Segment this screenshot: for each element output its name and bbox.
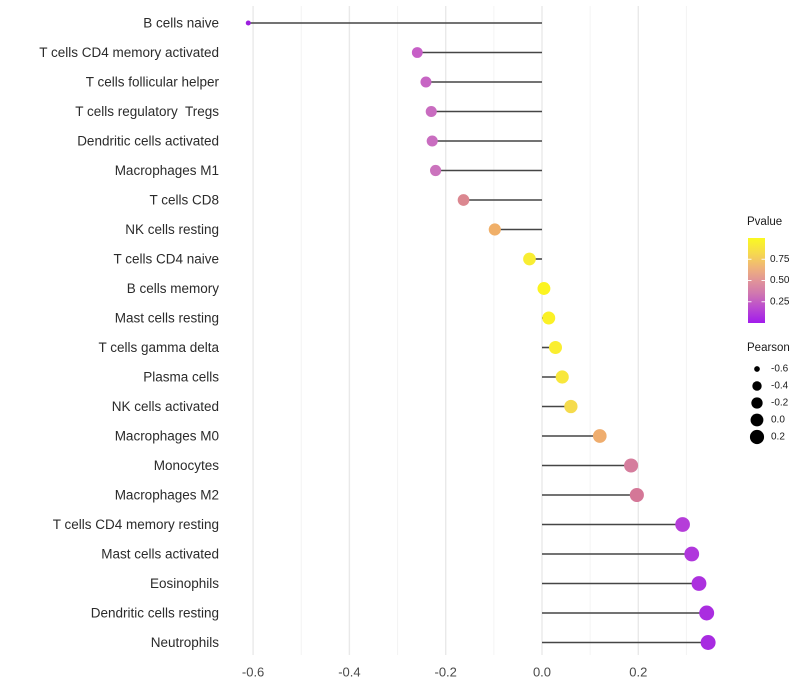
data-point bbox=[629, 487, 644, 503]
pearson-legend-dot bbox=[751, 397, 763, 409]
data-point bbox=[564, 399, 578, 414]
data-point bbox=[542, 311, 556, 325]
data-point bbox=[699, 605, 715, 621]
data-point bbox=[548, 340, 563, 355]
data-point bbox=[430, 164, 442, 177]
data-point bbox=[700, 635, 716, 650]
y-axis-label: Macrophages M2 bbox=[115, 488, 219, 503]
data-point bbox=[675, 517, 690, 532]
pvalue-colorbar bbox=[748, 238, 765, 323]
data-point bbox=[624, 458, 639, 473]
pearson-legend-label: -0.2 bbox=[771, 398, 789, 409]
x-axis-tick-label: -0.4 bbox=[338, 665, 360, 680]
y-axis-label: Mast cells activated bbox=[101, 547, 219, 562]
y-axis-label: Macrophages M0 bbox=[115, 429, 219, 444]
pearson-legend-title: Pearson bbox=[747, 342, 790, 354]
y-axis-label: Macrophages M1 bbox=[115, 163, 219, 178]
pvalue-tick-label: 0.50 bbox=[770, 275, 790, 286]
pearson-legend-label: -0.6 bbox=[771, 364, 789, 375]
y-axis-label: Mast cells resting bbox=[115, 311, 219, 326]
y-axis-label: NK cells activated bbox=[112, 399, 219, 414]
pearson-legend-label: 0.2 bbox=[771, 432, 785, 443]
pearson-legend-dot bbox=[749, 429, 765, 445]
y-axis-label: B cells memory bbox=[127, 281, 220, 296]
pvalue-tick-label: 0.75 bbox=[770, 254, 790, 265]
y-axis-label: T cells CD4 memory activated bbox=[39, 45, 219, 60]
data-point bbox=[555, 370, 569, 384]
data-point bbox=[592, 429, 607, 443]
data-point bbox=[684, 546, 700, 562]
pearson-legend-dot bbox=[754, 366, 760, 372]
pearson-legend-dot bbox=[750, 413, 764, 427]
y-axis-label: T cells CD4 memory resting bbox=[53, 517, 219, 532]
y-axis-label: T cells regulatory Tregs bbox=[75, 104, 219, 119]
y-axis-label: Neutrophils bbox=[151, 635, 220, 650]
pvalue-legend-title: Pvalue bbox=[747, 216, 783, 228]
y-axis-label: B cells naive bbox=[143, 16, 219, 31]
data-point bbox=[537, 282, 551, 295]
y-axis-label: Dendritic cells resting bbox=[91, 606, 219, 621]
pearson-legend-label: 0.0 bbox=[771, 415, 785, 426]
y-axis-label: T cells gamma delta bbox=[98, 340, 219, 355]
y-axis-label: T cells CD4 naive bbox=[113, 252, 219, 267]
y-axis-label: T cells follicular helper bbox=[86, 75, 220, 90]
pearson-legend-label: -0.4 bbox=[771, 381, 789, 392]
data-point bbox=[691, 576, 707, 591]
x-axis-tick-label: 0.0 bbox=[533, 665, 551, 680]
data-point bbox=[245, 20, 251, 26]
data-point bbox=[426, 135, 438, 147]
y-axis-label: Dendritic cells activated bbox=[77, 134, 219, 149]
data-point bbox=[523, 252, 536, 266]
data-point bbox=[411, 47, 423, 58]
y-axis-label: Eosinophils bbox=[150, 576, 219, 591]
data-point bbox=[457, 194, 470, 206]
x-axis-tick-label: -0.6 bbox=[242, 665, 264, 680]
y-axis-label: T cells CD8 bbox=[149, 193, 219, 208]
data-point bbox=[420, 76, 432, 88]
y-axis-label: NK cells resting bbox=[125, 222, 219, 237]
x-axis-tick-label: -0.2 bbox=[434, 665, 456, 680]
data-point bbox=[488, 223, 501, 236]
data-point bbox=[425, 105, 437, 118]
pvalue-tick-label: 0.25 bbox=[770, 296, 790, 307]
pearson-legend-dot bbox=[752, 381, 762, 391]
y-axis-label: Plasma cells bbox=[143, 370, 219, 385]
x-axis-tick-label: 0.2 bbox=[629, 665, 647, 680]
y-axis-label: Monocytes bbox=[154, 458, 220, 473]
